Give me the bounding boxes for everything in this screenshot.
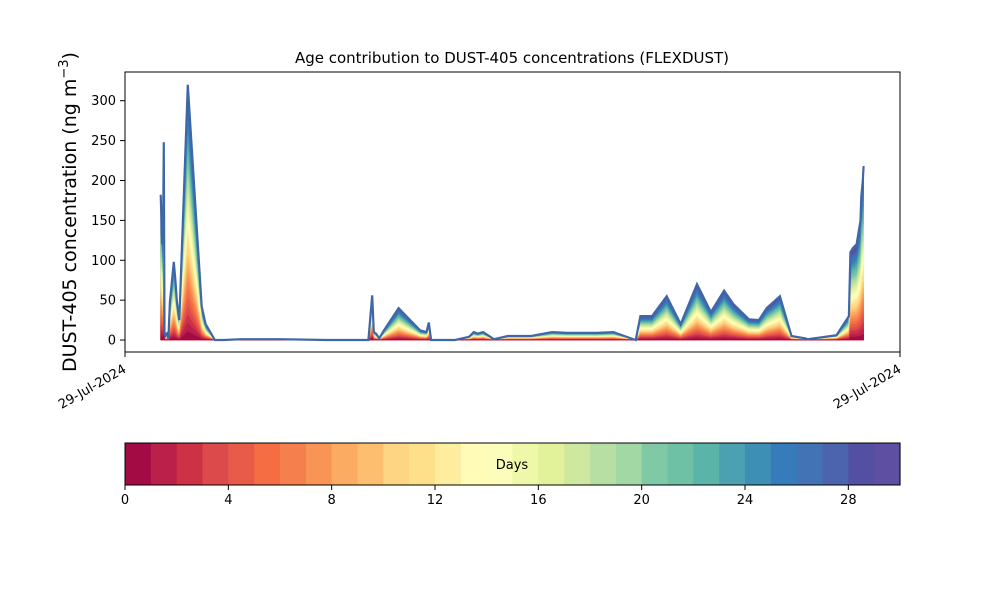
colorbar-swatch (822, 443, 849, 485)
colorbar-frame (124, 442, 901, 486)
colorbar-swatch (280, 443, 307, 485)
colorbar-swatch (202, 443, 229, 485)
colorbar-tick-label: 24 (737, 493, 754, 508)
colorbar-swatch (125, 443, 152, 485)
y-tick-label: 100 (91, 254, 116, 269)
age-layer-18-days (160, 178, 864, 341)
colorbar (125, 443, 901, 485)
y-tick-label: 250 (91, 134, 116, 149)
y-axis-label: DUST-405 concentration (ng m−3) (57, 52, 81, 372)
y-axis-label-superscript: −3 (57, 59, 72, 78)
age-layer-22-days (160, 144, 864, 341)
y-axis: 0 50 100 150 200 250 300 (91, 94, 125, 349)
colorbar-ticks: 0 4 8 12 16 20 24 28 (121, 485, 857, 508)
colorbar-swatch (305, 443, 333, 485)
colorbar-swatch (383, 443, 410, 485)
chart-title: Age contribution to DUST-405 concentrati… (295, 49, 729, 67)
colorbar-swatch (176, 443, 204, 485)
colorbar-swatch (874, 443, 901, 485)
colorbar-tick-label: 4 (224, 493, 232, 508)
age-layer-0-days (160, 331, 864, 341)
colorbar-label: Days (496, 458, 529, 473)
age-area-layers (160, 84, 864, 341)
colorbar-swatch (590, 443, 617, 485)
colorbar-swatch (796, 443, 824, 485)
colorbar-swatch (770, 443, 798, 485)
age-layer-19-days (160, 169, 864, 341)
y-tick-label: 0 (108, 334, 116, 349)
total-concentration-line (159, 84, 865, 342)
colorbar-tick-label: 12 (427, 493, 444, 508)
colorbar-swatch (150, 443, 178, 485)
age-layer-16-days (160, 195, 864, 341)
colorbar-swatch (848, 443, 875, 485)
x-tick-label: 29-Jul-2024 (831, 362, 904, 413)
age-layer-24-days (160, 127, 864, 341)
colorbar-tick-label: 28 (840, 493, 857, 508)
y-tick-label: 200 (91, 174, 116, 189)
y-tick-label: 50 (99, 294, 116, 309)
age-layer-27-days (160, 101, 864, 341)
colorbar-swatch (745, 443, 772, 485)
colorbar-swatch (331, 443, 359, 485)
colorbar-swatch (357, 443, 384, 485)
age-layer-20-days (160, 161, 864, 341)
age-layer-25-days (160, 118, 864, 341)
plot-frame (124, 71, 901, 353)
colorbar-tick-label: 0 (121, 493, 129, 508)
colorbar-swatch (538, 443, 565, 485)
y-tick-label: 150 (91, 214, 116, 229)
colorbar-tick-label: 20 (633, 493, 650, 508)
colorbar-tick-label: 8 (328, 493, 336, 508)
colorbar-swatch (719, 443, 746, 485)
colorbar-swatch (228, 443, 255, 485)
colorbar-swatch (667, 443, 694, 485)
colorbar-swatch (486, 443, 514, 485)
colorbar-swatch (615, 443, 643, 485)
colorbar-swatch (564, 443, 591, 485)
colorbar-swatch (693, 443, 720, 485)
x-axis: 29-Jul-2024 29-Jul-2024 (56, 352, 904, 413)
age-layer-17-days (160, 186, 864, 341)
age-layer-29-days (160, 84, 864, 341)
colorbar-swatch (409, 443, 436, 485)
age-layer-26-days (160, 110, 864, 341)
plot-area (124, 71, 901, 353)
y-tick-label: 300 (91, 94, 116, 109)
colorbar-swatch (254, 443, 281, 485)
age-layer-28-days (160, 93, 864, 341)
colorbar-swatch (460, 443, 488, 485)
age-layer-21-days (160, 152, 864, 341)
colorbar-swatch (641, 443, 669, 485)
colorbar-swatch (435, 443, 462, 485)
colorbar-tick-label: 16 (530, 493, 547, 508)
colorbar-swatch (512, 443, 539, 485)
age-layer-23-days (160, 135, 864, 341)
